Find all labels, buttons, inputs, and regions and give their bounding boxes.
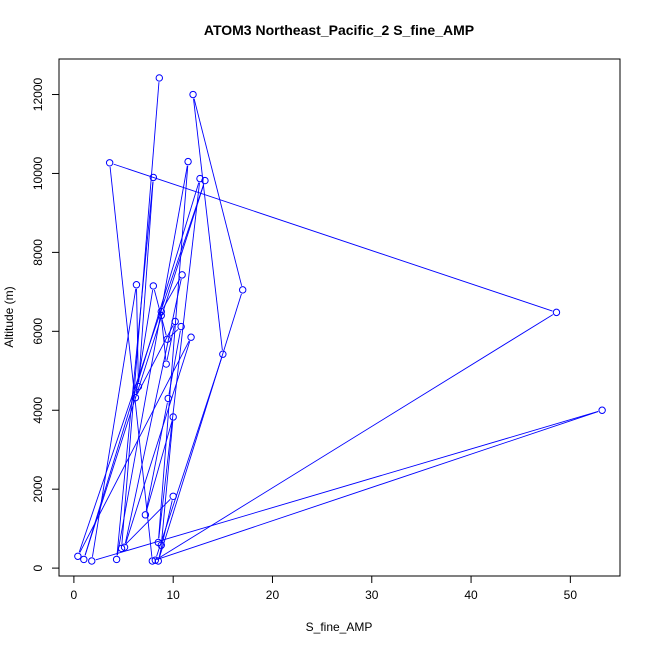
- series-segment: [79, 340, 190, 553]
- series-segment: [95, 411, 599, 561]
- series-segment: [78, 184, 205, 553]
- data-point: [187, 333, 195, 341]
- x-tick-label: 20: [266, 588, 280, 602]
- series-segment: [84, 184, 205, 556]
- data-point: [149, 173, 158, 182]
- y-tick-label: 6000: [31, 318, 45, 345]
- series-segment: [166, 325, 175, 361]
- series-segment: [146, 420, 173, 511]
- data-point: [169, 492, 177, 500]
- series-segment: [193, 98, 243, 286]
- series-markers-group: [74, 74, 606, 565]
- x-tick-label: 0: [71, 588, 78, 602]
- data-point: [163, 335, 171, 343]
- series-segment: [158, 314, 554, 559]
- data-point: [88, 557, 96, 565]
- y-tick-label: 12000: [31, 78, 45, 112]
- series-line-group: [78, 82, 599, 561]
- series-segment: [168, 330, 181, 395]
- data-point: [132, 281, 141, 289]
- series-segment: [159, 293, 242, 558]
- y-axis: 0 2000 4000 6000 8000 10000 12000: [31, 78, 60, 571]
- series-segment: [158, 165, 189, 539]
- series-segment: [116, 181, 154, 556]
- data-point: [196, 174, 204, 183]
- data-point: [134, 382, 143, 391]
- y-tick-label: 0: [31, 564, 45, 571]
- series-segment: [161, 421, 174, 542]
- series-segment: [136, 288, 139, 383]
- data-point: [151, 556, 160, 564]
- data-point: [169, 413, 177, 421]
- data-point: [112, 555, 121, 564]
- series-segment: [91, 288, 137, 557]
- series-segment: [193, 98, 223, 351]
- data-point: [552, 308, 561, 317]
- series-segment: [84, 182, 200, 556]
- data-point: [157, 541, 165, 549]
- data-point: [131, 393, 140, 402]
- series-segment: [162, 278, 181, 309]
- data-point: [155, 74, 163, 82]
- y-tick-label: 4000: [31, 397, 45, 424]
- series-segment: [109, 166, 153, 557]
- y-axis-label: Altitude (m): [2, 286, 16, 347]
- series-segment: [125, 341, 191, 544]
- data-point: [178, 271, 186, 279]
- data-point: [157, 307, 165, 316]
- x-axis-label: S_fine_AMP: [306, 620, 373, 634]
- data-point: [74, 552, 82, 560]
- data-point: [219, 350, 227, 358]
- data-point: [164, 394, 172, 403]
- data-point: [238, 286, 247, 294]
- chart-title: ATOM3 Northeast_Pacific_2 S_fine_AMP: [204, 22, 474, 38]
- series-segment: [156, 358, 222, 557]
- series-segment: [135, 290, 154, 394]
- y-tick-label: 2000: [31, 476, 45, 503]
- series-segment: [156, 411, 599, 561]
- data-point: [120, 543, 129, 551]
- data-point: [177, 322, 185, 331]
- data-point: [80, 555, 88, 564]
- x-tick-label: 40: [464, 588, 478, 602]
- x-axis: 0 10 20 30 40 50: [71, 575, 578, 602]
- series-segment: [116, 165, 188, 556]
- x-tick-label: 10: [167, 588, 181, 602]
- data-point: [105, 159, 114, 167]
- series-segment: [145, 402, 168, 511]
- data-point: [598, 406, 606, 414]
- data-point: [189, 90, 197, 99]
- series-segment: [170, 329, 179, 337]
- y-tick-label: 8000: [31, 239, 45, 266]
- x-tick-label: 50: [564, 588, 578, 602]
- data-point: [171, 317, 179, 326]
- y-tick-label: 10000: [31, 156, 45, 190]
- series-segment: [113, 163, 553, 312]
- x-tick-label: 30: [365, 588, 379, 602]
- data-point: [184, 157, 192, 166]
- data-point: [141, 511, 150, 519]
- data-point: [162, 360, 170, 368]
- data-point: [148, 557, 157, 565]
- data-point: [201, 176, 209, 185]
- series-segment: [138, 181, 154, 383]
- data-point: [149, 282, 158, 290]
- data-point: [157, 311, 165, 320]
- series-segment: [136, 324, 174, 395]
